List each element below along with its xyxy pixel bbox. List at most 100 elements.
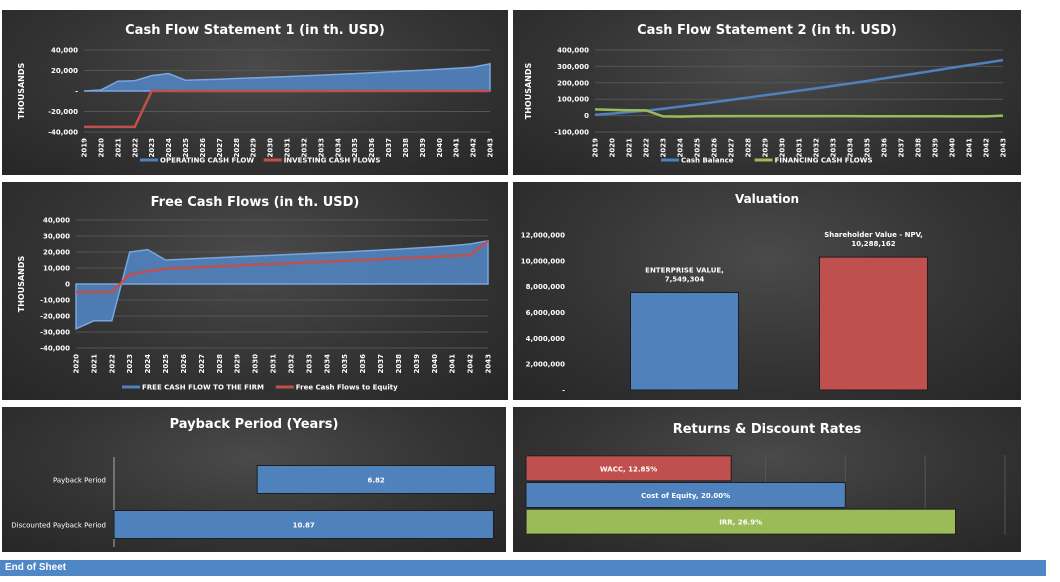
- y-tick-label: 6,000,000: [526, 309, 566, 317]
- y-tick-label: -: [75, 88, 78, 96]
- x-tick-label: 2024: [677, 138, 685, 158]
- x-tick-label: 2042: [983, 138, 991, 158]
- x-tick-label: 2021: [90, 354, 98, 374]
- x-tick-label: 2026: [711, 138, 719, 158]
- x-tick-label: 2023: [660, 138, 668, 158]
- x-tick-label: 2024: [165, 138, 173, 158]
- cash-flow-1-chart: Cash Flow Statement 1 (in th. USD) 40,000…: [17, 23, 495, 165]
- x-tick-label: 2022: [643, 138, 651, 158]
- x-tick-label: 2036: [359, 354, 367, 374]
- x-tick-label: 2042: [467, 354, 475, 374]
- x-tick-label: 2025: [162, 354, 170, 374]
- y-tick-label: 20,000: [43, 249, 70, 257]
- series-area-0: [75, 239, 489, 330]
- x-tick-label: 2031: [796, 138, 804, 158]
- category-label: Payback Period: [53, 477, 106, 485]
- end-of-sheet-banner: End of Sheet: [0, 560, 1046, 576]
- y-tick-label: 40,000: [51, 47, 78, 55]
- x-tick-label: 2021: [626, 138, 634, 158]
- x-tick-label: 2030: [252, 354, 260, 374]
- y-tick-label: -: [562, 387, 565, 395]
- returns-discount-rates-chart: Returns & Discount Rates WACC, 12.85% Cost…: [525, 422, 1006, 535]
- x-tick-label: 2037: [377, 354, 385, 374]
- x-tick-label: 2033: [305, 354, 313, 374]
- chart-panel-returns-discount-rates: Returns & Discount Rates WACC, 12.85% Cost…: [513, 407, 1021, 552]
- x-tick-label: 2043: [485, 354, 493, 374]
- y-tick-label: -40,000: [40, 345, 70, 353]
- x-tick-label: 2033: [830, 138, 838, 158]
- legend-label: FINANCING CASH FLOWS: [775, 157, 873, 165]
- x-tick-label: 2036: [881, 138, 889, 158]
- chart-title: Payback Period (Years): [170, 417, 339, 432]
- chart-title: Cash Flow Statement 1 (in th. USD): [125, 23, 385, 38]
- y-tick-label: 0: [584, 112, 589, 120]
- x-tick-label: 2038: [402, 138, 410, 158]
- bar-data-label-value: 7,549,304: [665, 275, 705, 283]
- bar-data-label: IRR, 26.9%: [719, 519, 762, 527]
- x-tick-label: 2019: [81, 138, 89, 158]
- y-tick-label: 0: [65, 281, 70, 289]
- chart-panel-cash-flow-1: Cash Flow Statement 1 (in th. USD) 40,000…: [2, 10, 508, 175]
- y-tick-label: 10,000: [43, 265, 70, 273]
- series-line-1: [84, 89, 490, 129]
- y-tick-label: -100,000: [554, 129, 589, 137]
- x-tick-label: 2020: [609, 138, 617, 158]
- category-label: Discounted Payback Period: [11, 522, 106, 530]
- chart-title: Free Cash Flows (in th. USD): [151, 195, 360, 210]
- chart-title: Returns & Discount Rates: [673, 422, 862, 437]
- y-tick-label: 30,000: [43, 233, 70, 241]
- y-tick-label: -40,000: [48, 129, 78, 137]
- x-tick-label: 2025: [182, 138, 190, 158]
- x-tick-label: 2034: [847, 138, 855, 158]
- rate-bar: [525, 508, 957, 535]
- valuation-chart: Valuation 12,000,000 10,000,000 8,000,000 6,…: [521, 192, 928, 395]
- y-tick-label: 40,000: [43, 217, 70, 225]
- y-axis-label: THOUSANDS: [17, 63, 26, 120]
- x-tick-label: 2028: [233, 138, 241, 158]
- x-tick-label: 2040: [949, 138, 957, 158]
- y-tick-label: -20,000: [48, 108, 78, 116]
- x-tick-label: 2033: [317, 138, 325, 158]
- bar-data-label: ENTERPRISE VALUE,: [645, 266, 724, 274]
- bar-data-label: Cost of Equity, 20.00%: [641, 492, 730, 500]
- bar-data-label: 6.82: [368, 477, 385, 485]
- legend-label: INVESTING CASH FLOWS: [284, 157, 381, 165]
- x-tick-label: 2039: [419, 138, 427, 158]
- x-tick-label: 2043: [1000, 138, 1008, 158]
- x-tick-label: 2027: [198, 354, 206, 374]
- y-tick-label: 10,000,000: [521, 257, 565, 265]
- x-tick-label: 2037: [898, 138, 906, 158]
- y-axis-label: THOUSANDS: [524, 63, 533, 120]
- legend-label: Free Cash Flows to Equity: [296, 384, 398, 392]
- x-tick-label: 2040: [431, 354, 439, 374]
- y-tick-label: 300,000: [557, 63, 589, 71]
- x-tick-label: 2029: [250, 138, 258, 158]
- x-tick-label: 2034: [334, 138, 342, 158]
- bar-data-label: 10.87: [293, 522, 315, 530]
- x-tick-label: 2037: [385, 138, 393, 158]
- payback-period-chart: Payback Period (Years) 6.82 Payback Period…: [11, 417, 496, 547]
- x-tick-label: 2039: [413, 354, 421, 374]
- rate-bar: [525, 455, 732, 482]
- y-tick-label: 4,000,000: [526, 335, 566, 343]
- x-tick-label: 2020: [97, 138, 105, 158]
- bar-data-label-value: 10,288,162: [851, 240, 895, 248]
- x-tick-label: 2041: [966, 138, 974, 158]
- x-tick-label: 2038: [915, 138, 923, 158]
- x-tick-label: 2028: [745, 138, 753, 158]
- x-tick-label: 2026: [199, 138, 207, 158]
- x-tick-label: 2040: [436, 138, 444, 158]
- valuation-bar: [819, 256, 928, 391]
- y-tick-label: -10,000: [40, 297, 70, 305]
- chart-title: Cash Flow Statement 2 (in th. USD): [637, 23, 897, 38]
- payback-bar: [256, 465, 496, 494]
- chart-panel-payback-period: Payback Period (Years) 6.82 Payback Period…: [2, 407, 506, 552]
- x-tick-label: 2035: [341, 354, 349, 374]
- chart-panel-free-cash-flows: Free Cash Flows (in th. USD) 40,000 30,000…: [2, 182, 508, 400]
- bar-data-label: WACC, 12.85%: [600, 465, 657, 473]
- payback-bar: [113, 510, 494, 539]
- x-tick-label: 2032: [300, 138, 308, 158]
- x-tick-label: 2039: [932, 138, 940, 158]
- y-tick-label: 8,000,000: [526, 283, 566, 291]
- legend-label: OPERATING CASH FLOW: [160, 157, 254, 165]
